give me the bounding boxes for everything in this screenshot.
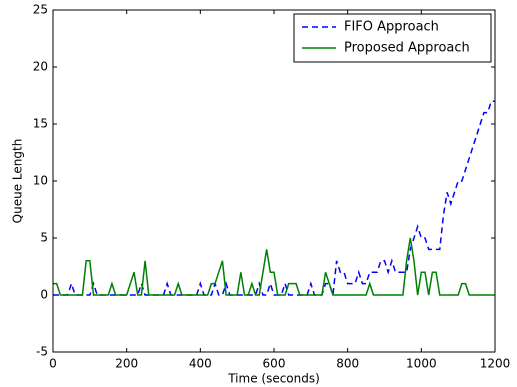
y-tick-label: 25 bbox=[33, 3, 48, 17]
series-line bbox=[53, 100, 495, 296]
series-line bbox=[53, 237, 495, 296]
y-tick-label: 15 bbox=[33, 117, 48, 131]
x-tick-label: 600 bbox=[263, 357, 286, 371]
x-tick-label: 0 bbox=[49, 357, 57, 371]
legend-label: FIFO Approach bbox=[344, 20, 439, 35]
x-tick-label: 1200 bbox=[480, 357, 511, 371]
y-axis-label: Queue Length bbox=[11, 139, 25, 224]
y-tick-label: 5 bbox=[40, 231, 48, 245]
legend-label: Proposed Approach bbox=[344, 41, 470, 56]
y-tick-label: 20 bbox=[33, 60, 48, 74]
x-tick-label: 800 bbox=[336, 357, 359, 371]
plot-frame bbox=[52, 9, 496, 353]
y-tick-label: 10 bbox=[33, 174, 48, 188]
x-tick-label: 1000 bbox=[406, 357, 437, 371]
x-tick-label: 400 bbox=[189, 357, 212, 371]
x-tick-label: 200 bbox=[115, 357, 138, 371]
y-tick-label: 0 bbox=[40, 288, 48, 302]
legend-box bbox=[293, 13, 492, 63]
x-axis-label: Time (seconds) bbox=[227, 372, 320, 386]
y-tick-label: -5 bbox=[36, 345, 48, 359]
